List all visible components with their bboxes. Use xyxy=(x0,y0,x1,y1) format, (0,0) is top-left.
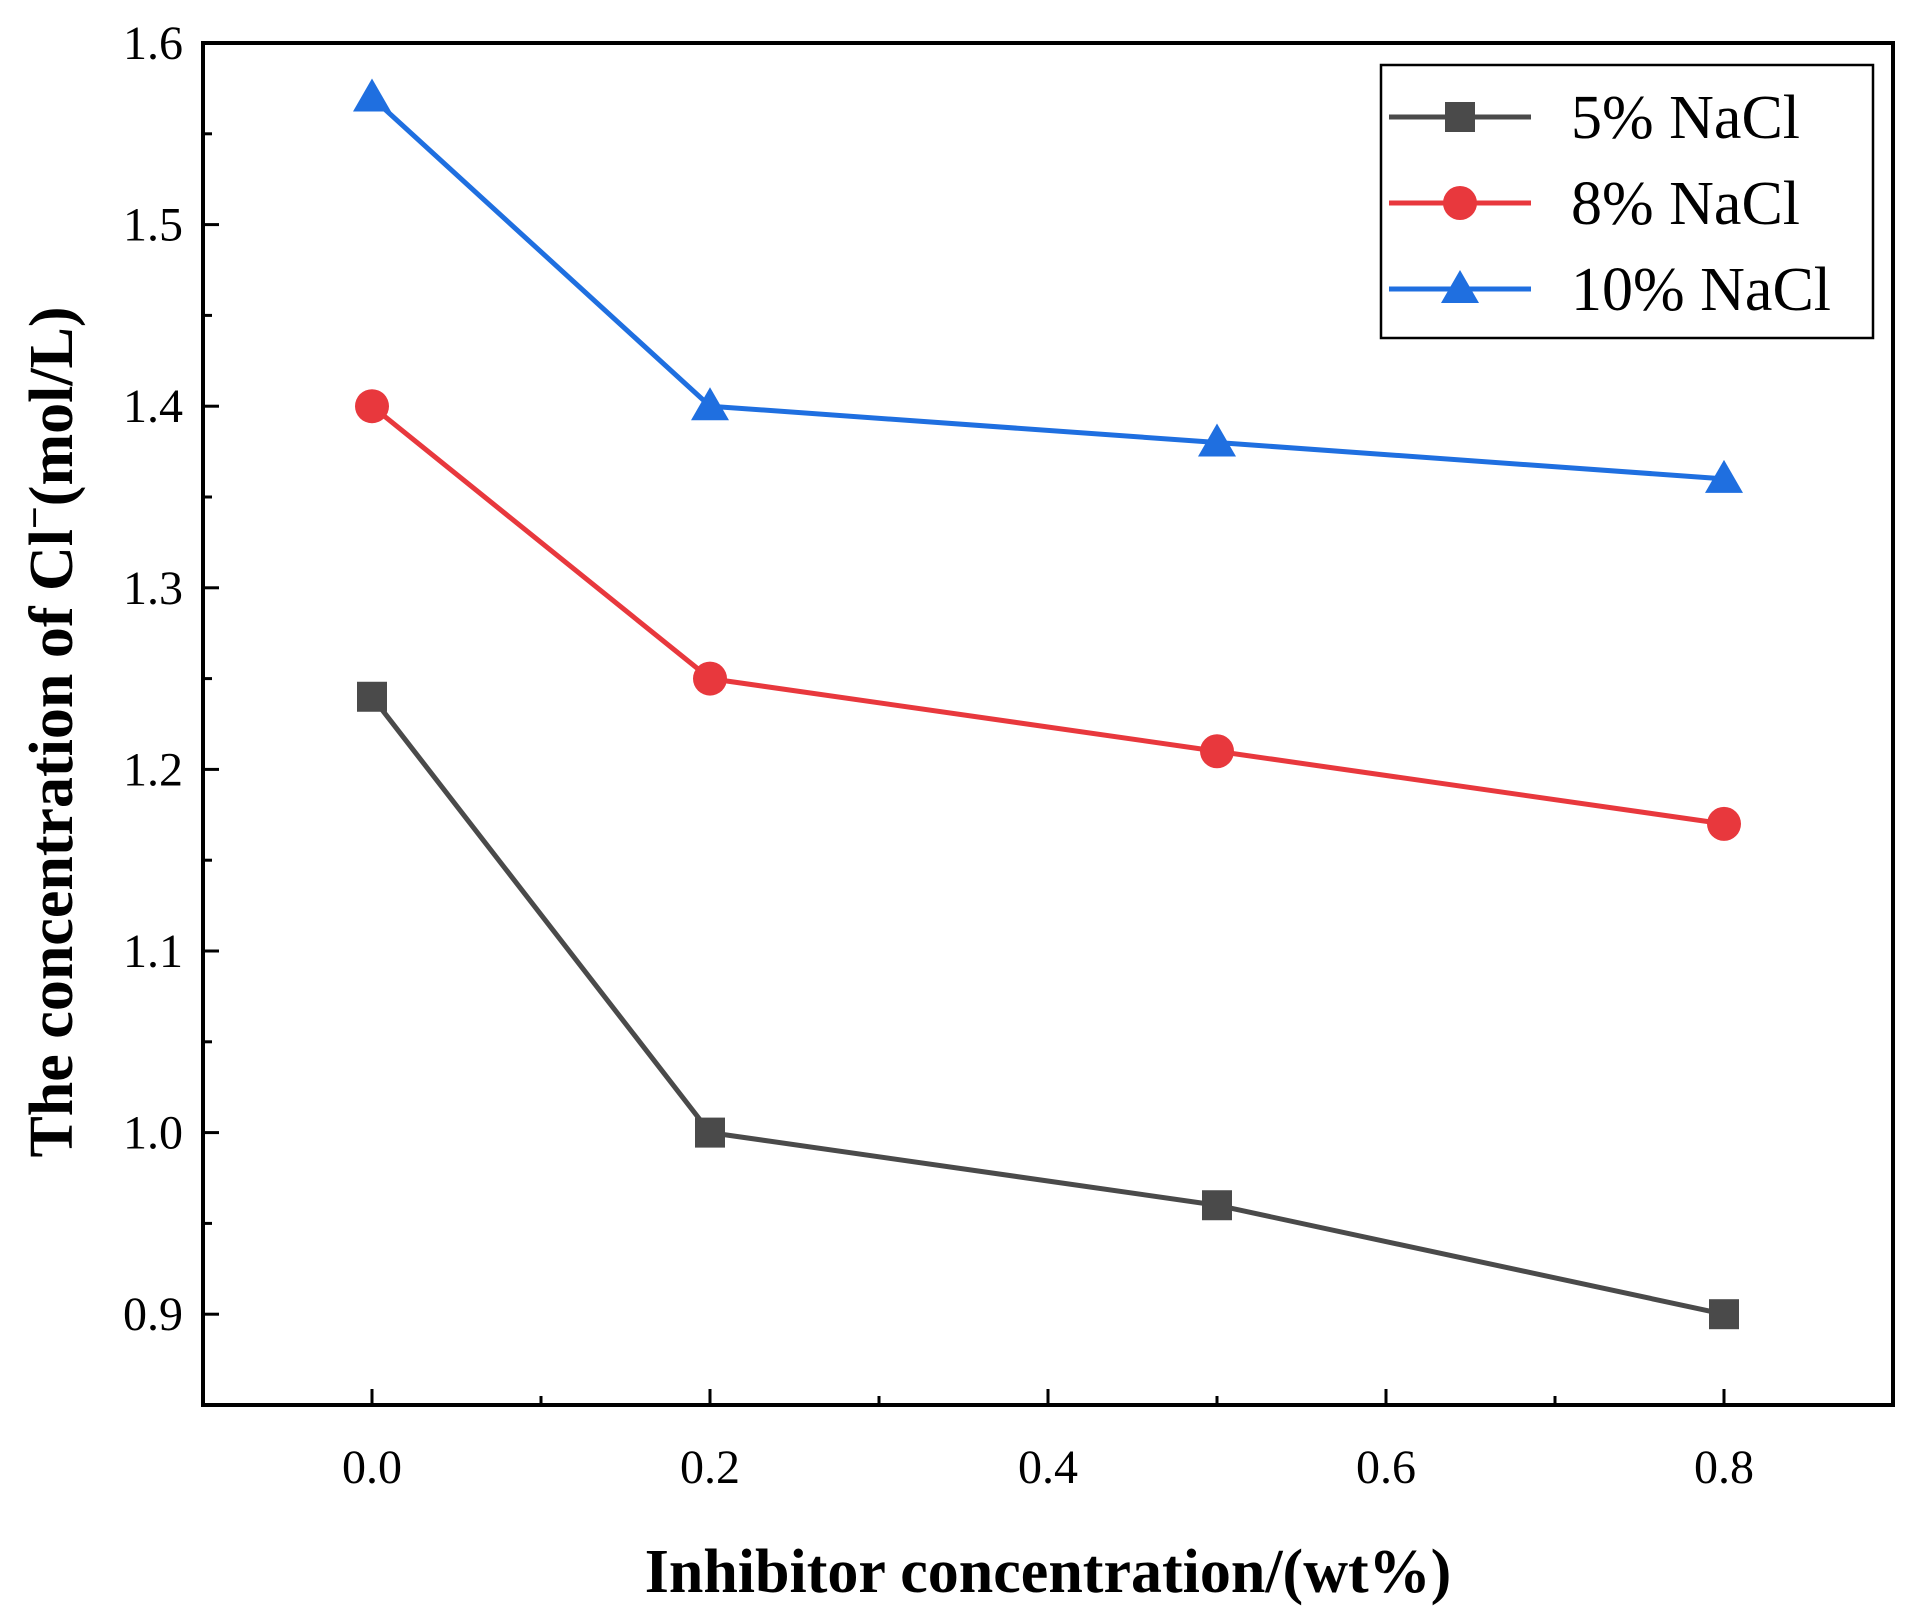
plot-frame xyxy=(201,41,1895,1407)
y-axis-title: The concentration of Cl−(mol/L) xyxy=(12,306,86,1157)
y-tick-label: 1.4 xyxy=(123,380,183,433)
series-triangle xyxy=(353,78,1743,493)
legend-item: 8% NaCl xyxy=(1389,170,1800,238)
x-tick-label: 0.8 xyxy=(1694,1441,1754,1494)
legend: 5% NaCl 8% NaCl 10% NaCl xyxy=(1379,63,1875,340)
legend-label: 8% NaCl xyxy=(1571,170,1800,238)
legend-label: 10% NaCl xyxy=(1571,256,1831,324)
legend-marker-circle xyxy=(1443,186,1477,220)
x-axis-title: Inhibitor concentration/(wt%) xyxy=(645,1538,1452,1606)
x-tick-label: 0.4 xyxy=(1018,1441,1078,1494)
series-line xyxy=(370,95,1725,482)
y-tick-label: 1.5 xyxy=(123,199,183,252)
legend-item: 5% NaCl xyxy=(1389,84,1800,152)
y-axis-title-main: The concentration of Cl xyxy=(18,529,86,1158)
y-axis-title-unit: (mol/L) xyxy=(18,306,86,506)
data-point-circle xyxy=(693,661,727,696)
y-axis-title-superscript: − xyxy=(12,506,57,529)
series-layer xyxy=(353,78,1743,1330)
legend-marker-triangle xyxy=(1441,270,1479,303)
y-tick-label: 1.6 xyxy=(123,17,183,70)
series-line xyxy=(370,695,1725,1317)
y-tick-label: 1.1 xyxy=(123,925,183,978)
data-point-square xyxy=(1202,1190,1232,1221)
series-line xyxy=(370,404,1725,827)
x-tick-label: 0.6 xyxy=(1356,1441,1416,1494)
series-circle xyxy=(355,389,1741,841)
legend-items: 5% NaCl 8% NaCl 10% NaCl xyxy=(1389,84,1831,324)
data-point-square xyxy=(1709,1299,1739,1330)
data-point-circle xyxy=(1200,734,1234,769)
data-point-square xyxy=(357,681,387,712)
data-point-triangle xyxy=(1198,423,1236,457)
legend-marker-square xyxy=(1445,102,1475,132)
y-tick-label: 1.3 xyxy=(123,562,183,615)
y-tick-label: 0.9 xyxy=(123,1288,183,1341)
x-tick-label: 0.0 xyxy=(342,1441,402,1494)
data-point-triangle xyxy=(353,78,391,112)
legend-label: 5% NaCl xyxy=(1571,84,1800,152)
data-point-circle xyxy=(1707,806,1741,841)
y-tick-label: 1.2 xyxy=(123,743,183,796)
y-tick-label: 1.0 xyxy=(123,1107,183,1160)
data-point-circle xyxy=(355,389,389,424)
tick-labels: 0.0 0.2 0.4 0.6 0.8 0.9 1.0 1.1 1.2 1.3 1.4 1.5 1.6 xyxy=(123,17,1754,1494)
legend-item: 10% NaCl xyxy=(1389,256,1831,324)
series-square xyxy=(357,681,1739,1330)
data-point-triangle xyxy=(1705,459,1743,493)
x-tick-label: 0.2 xyxy=(680,1441,740,1494)
data-point-square xyxy=(695,1117,725,1148)
data-point-triangle xyxy=(691,387,729,421)
